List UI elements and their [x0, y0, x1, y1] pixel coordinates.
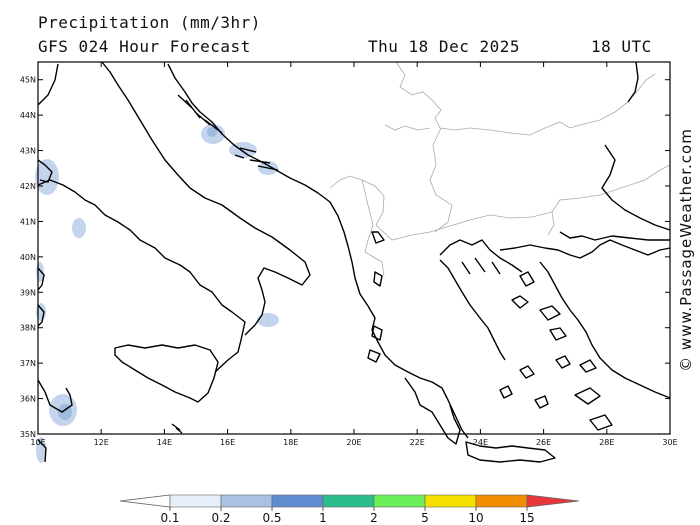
lat-tick-label: 45N	[20, 76, 36, 85]
country-borders	[329, 61, 671, 277]
latitude-ticks: 35N 36N 37N 38N 39N 40N 41N 42N 43N 44N 45N	[20, 76, 670, 439]
lon-tick-label: 28E	[599, 438, 614, 447]
lon-tick-label: 14E	[157, 438, 172, 447]
longitude-ticks: 10E 12E 14E 16E 18E 20E 22E 24E 26E 28E 30E	[30, 62, 678, 447]
valid-date: Thu 18 Dec 2025	[368, 37, 520, 56]
legend-swatch	[271, 494, 324, 508]
lat-tick-label: 40N	[20, 253, 36, 262]
legend-label: 1	[319, 511, 327, 525]
precip-color-scale: 0.1 0.2 0.5 1 2 5 10 15	[119, 494, 580, 525]
coastlines	[37, 61, 671, 463]
lat-tick-label: 39N	[20, 288, 36, 297]
lon-tick-label: 10E	[30, 438, 45, 447]
legend-label: 15	[519, 511, 534, 525]
precip-area-tyrrhenian	[72, 218, 86, 238]
legend-label: 10	[468, 511, 483, 525]
lon-tick-label: 16E	[220, 438, 235, 447]
legend-swatch	[220, 494, 273, 508]
lat-tick-label: 38N	[20, 324, 36, 333]
lon-tick-label: 30E	[662, 438, 677, 447]
valid-time: 18 UTC	[591, 37, 652, 56]
lat-tick-label: 36N	[20, 395, 36, 404]
legend-swatch	[373, 494, 426, 508]
forecast-subtitle: GFS 024 Hour Forecast	[38, 37, 251, 56]
map-frame	[37, 61, 671, 435]
legend-label: 2	[370, 511, 378, 525]
precip-area-tunisia-south	[36, 437, 46, 463]
lat-tick-label: 41N	[20, 217, 36, 226]
legend-label: 5	[421, 511, 429, 525]
lon-tick-label: 12E	[94, 438, 109, 447]
lon-tick-label: 20E	[346, 438, 361, 447]
lat-tick-label: 44N	[20, 111, 36, 120]
lon-tick-label: 26E	[536, 438, 551, 447]
lat-tick-label: 35N	[20, 430, 36, 439]
legend-swatch-above	[526, 494, 580, 508]
legend-label: 0.5	[262, 511, 281, 525]
legend-swatch	[424, 494, 477, 508]
legend-swatch	[169, 494, 222, 508]
legend-swatch	[322, 494, 375, 508]
legend-label: 0.1	[160, 511, 179, 525]
legend-swatch-below	[119, 494, 171, 508]
lat-tick-label: 37N	[20, 359, 36, 368]
legend-label: 0.2	[211, 511, 230, 525]
precipitation-areas-stronger	[58, 127, 217, 420]
lat-tick-label: 42N	[20, 182, 36, 191]
lon-tick-label: 18E	[283, 438, 298, 447]
legend-swatch	[475, 494, 528, 508]
lon-tick-label: 22E	[410, 438, 425, 447]
lon-tick-label: 24E	[473, 438, 488, 447]
map-title: Precipitation (mm/3hr)	[38, 13, 261, 32]
lat-tick-label: 43N	[20, 147, 36, 156]
precip-area-calabria	[257, 313, 279, 327]
